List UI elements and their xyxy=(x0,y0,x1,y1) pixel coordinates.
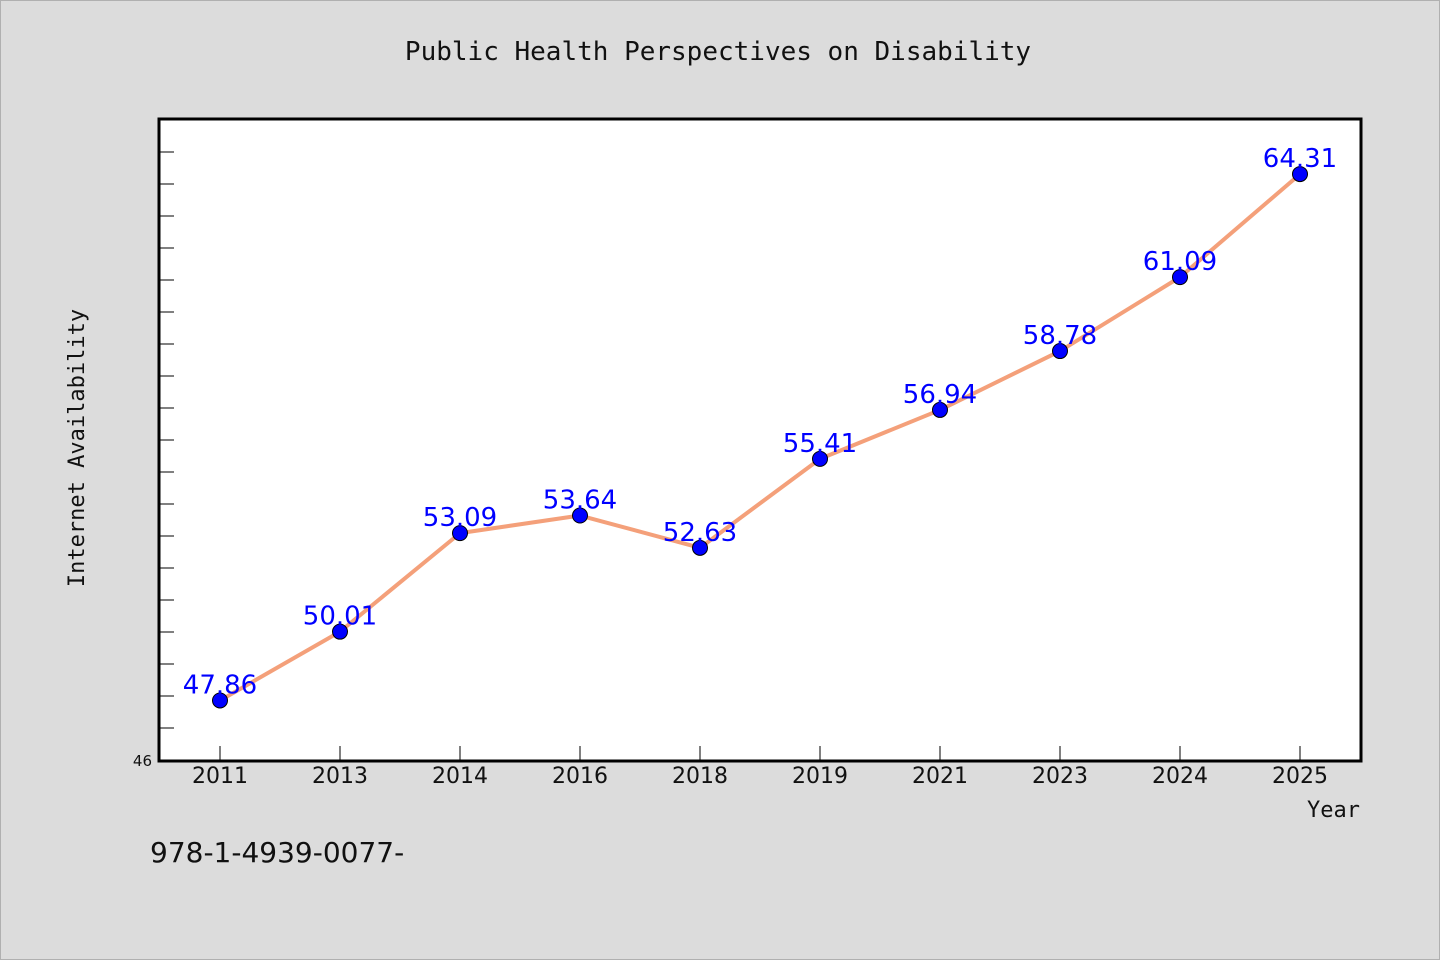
series-line-group xyxy=(219,172,1302,703)
data-label: 53.64 xyxy=(543,486,617,516)
data-point xyxy=(932,401,948,418)
x-tick-label: 2023 xyxy=(1032,764,1088,789)
x-tick-label: 2013 xyxy=(312,764,368,789)
y-axis-ticks: 46 xyxy=(133,151,174,770)
data-point xyxy=(1172,269,1188,286)
data-point xyxy=(812,450,828,467)
series-line xyxy=(219,172,1302,703)
x-tick-label: 2025 xyxy=(1272,764,1328,789)
x-axis-ticks: 2011 2013 2014 2016 2018 2019 2021 2023 2024 2025 xyxy=(192,746,1328,789)
data-label: 52.63 xyxy=(663,518,737,548)
plot-area xyxy=(157,117,1363,763)
x-axis-label: Year xyxy=(1307,798,1360,823)
chart-title: Public Health Perspectives on Disability xyxy=(405,37,1031,67)
data-label: 64.31 xyxy=(1263,144,1337,174)
data-label: 58.78 xyxy=(1023,321,1097,351)
data-point xyxy=(572,507,588,524)
data-point xyxy=(452,525,468,542)
data-label: 55.41 xyxy=(783,429,857,459)
x-tick-label: 2018 xyxy=(672,764,728,789)
data-point xyxy=(212,692,228,709)
y-tick-label: 46 xyxy=(133,752,152,770)
x-tick-label: 2016 xyxy=(552,764,608,789)
data-point xyxy=(1292,166,1308,183)
data-point xyxy=(692,539,708,556)
data-markers xyxy=(212,166,1308,709)
y-axis-label: Internet Availability xyxy=(65,309,90,587)
data-label: 56.94 xyxy=(903,380,977,410)
x-tick-label: 2014 xyxy=(432,764,488,789)
data-label: 61.09 xyxy=(1143,247,1217,277)
data-labels: 47.86 50.01 53.09 53.64 52.63 55.41 56.94 58.78… xyxy=(183,144,1337,700)
x-tick-label: 2011 xyxy=(192,764,248,789)
x-tick-label: 2019 xyxy=(792,764,848,789)
data-label: 53.09 xyxy=(423,503,497,533)
x-tick-label: 2024 xyxy=(1152,764,1208,789)
data-label: 50.01 xyxy=(303,602,377,632)
data-point xyxy=(332,623,348,640)
footer-code: 978-1-4939-0077- xyxy=(150,836,404,869)
data-label: 47.86 xyxy=(183,670,257,700)
x-tick-label: 2021 xyxy=(912,764,968,789)
data-point xyxy=(1052,343,1068,360)
